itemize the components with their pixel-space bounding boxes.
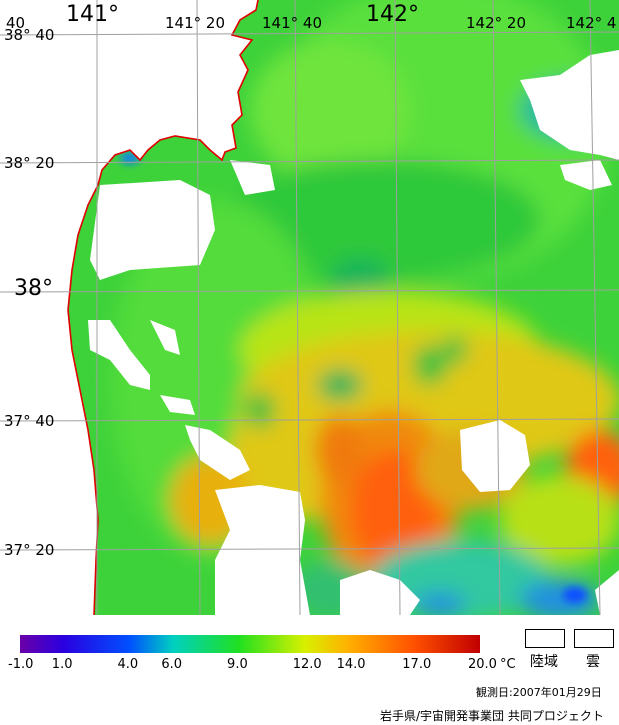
colorbar-tick-label: 6.0 [161, 657, 183, 672]
colorbar-tick-label: 9.0 [227, 657, 248, 672]
longitude-label: 141° [66, 2, 119, 27]
colorbar-tick-label: 4.0 [117, 657, 139, 672]
land-area [0, 0, 258, 615]
colorbar-tick-label: -1.0 [8, 657, 34, 672]
longitude-label: 141° 40 [262, 14, 322, 32]
cloud-legend-swatch [574, 629, 614, 648]
colorbar-unit-label: °C [500, 657, 516, 672]
land-legend-label: 陸域 [530, 654, 558, 670]
sea-surface-temperature-map [0, 0, 619, 615]
land-legend-swatch [525, 629, 565, 648]
colorbar-tick-label: 17.0 [402, 657, 432, 672]
cloud-legend-label: 雲 [586, 654, 600, 670]
latitude-label: 38° [14, 276, 53, 301]
latitude-label: 37° 20 [4, 541, 55, 559]
longitude-label: 142° 4 [566, 14, 617, 32]
colorbar-tick-label: 12.0 [292, 657, 322, 672]
colorbar-tick-label: 1.0 [51, 657, 73, 672]
longitude-label: 40 [6, 14, 26, 32]
temperature-colorbar [20, 635, 480, 653]
latitude-label: 38° 20 [4, 154, 55, 172]
graticule [0, 0, 619, 615]
colorbar-tick-label: 14.0 [336, 657, 366, 672]
colorbar-tick-label: 20.0 [468, 657, 497, 672]
longitude-label: 141° 20 [165, 14, 225, 32]
coastline [67, 0, 259, 615]
temperature-field [110, 0, 619, 615]
project-credit: 岩手県/宇宙開発事業団 共同プロジェクト [380, 709, 604, 723]
observation-date: 観測日:2007年01月29日 [476, 686, 602, 699]
longitude-label: 142° [366, 2, 419, 27]
latitude-label: 38° 40 [4, 26, 55, 44]
longitude-label: 142° 20 [466, 14, 526, 32]
latitude-label: 37° 40 [4, 412, 55, 430]
